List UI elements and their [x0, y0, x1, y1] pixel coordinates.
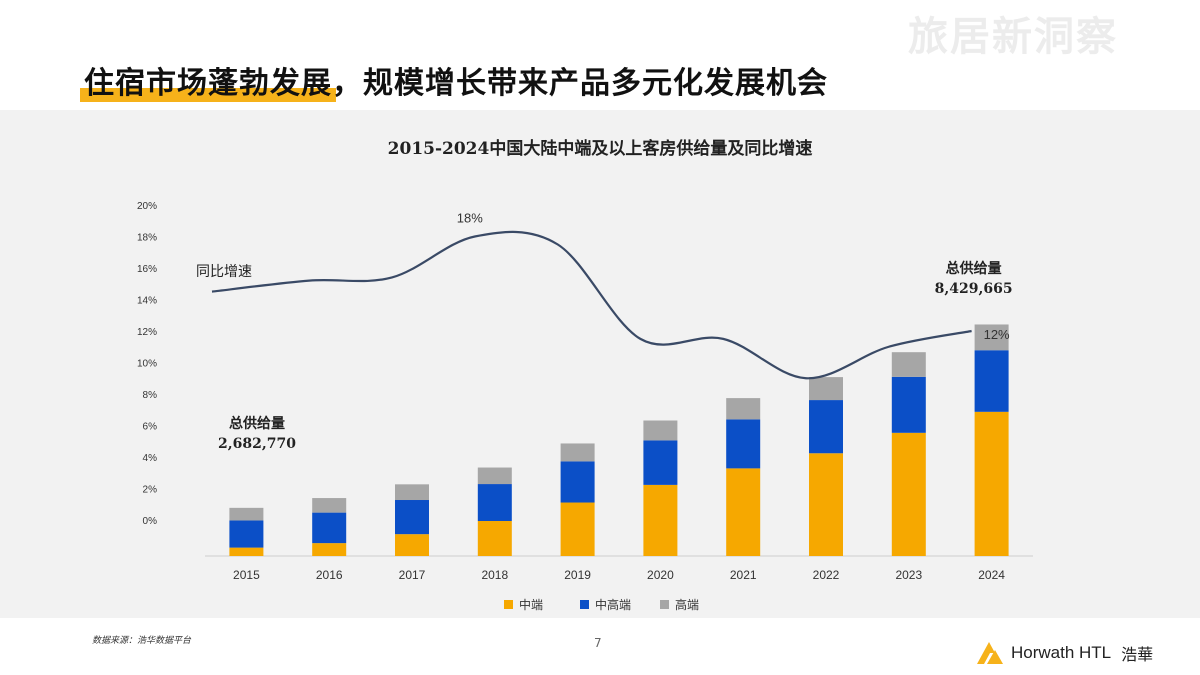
bar-高端-2016 [312, 498, 347, 513]
total-supply-value-2015: 2,682,770 [218, 436, 296, 452]
y-tick-label: 20% [137, 201, 157, 212]
x-tick-label-2021: 2021 [730, 568, 757, 582]
x-tick-label-2017: 2017 [399, 568, 426, 582]
legend-swatch-中端 [504, 600, 513, 609]
chart-title: 2015-2024中国大陆中端及以上客房供给量及同比增速 [387, 139, 813, 159]
bar-中端-2021 [726, 468, 761, 556]
y-tick-label: 6% [143, 422, 158, 433]
bar-高端-2017 [395, 484, 429, 501]
y-tick-label: 4% [143, 453, 158, 464]
bar-中高端-2022 [809, 400, 843, 454]
y-tick-label: 12% [137, 327, 157, 338]
bar-中高端-2015 [229, 520, 264, 548]
bar-中高端-2020 [643, 440, 678, 485]
bar-中高端-2019 [560, 461, 595, 503]
bar-高端-2019 [560, 443, 595, 462]
x-tick-label-2018: 2018 [481, 568, 508, 582]
bar-中端-2018 [477, 521, 512, 556]
page-number: 7 [594, 636, 602, 650]
legend-label-高端: 高端 [675, 597, 699, 612]
y-tick-label: 2% [143, 485, 158, 496]
y-tick-label: 14% [137, 296, 157, 307]
brand-name: Horwath HTL [1011, 643, 1112, 662]
bar-高端-2015 [229, 507, 264, 521]
bar-中高端-2024 [974, 350, 1009, 412]
brand-logo: Horwath HTL 浩華 [975, 640, 1153, 666]
y-tick-label: 16% [137, 264, 157, 275]
bar-中端-2016 [312, 543, 347, 556]
bar-中高端-2023 [891, 376, 926, 433]
horwath-logo-icon [977, 642, 1003, 664]
bar-中端-2017 [395, 534, 429, 556]
growth-line-label: 同比增速 [196, 264, 252, 280]
bar-中端-2015 [229, 547, 264, 556]
growth-rate-line [211, 230, 972, 380]
bar-高端-2023 [891, 352, 926, 377]
x-tick-label-2019: 2019 [564, 568, 591, 582]
x-tick-label-2023: 2023 [895, 568, 922, 582]
y-tick-label: 8% [143, 390, 158, 401]
x-tick-label-2016: 2016 [316, 568, 343, 582]
bar-中高端-2017 [395, 500, 429, 535]
bar-中端-2020 [643, 484, 678, 556]
bar-中高端-2018 [477, 484, 512, 522]
total-supply-label-2024: 总供给量 [946, 260, 1002, 277]
source-note: 数据来源：浩华数据平台 [92, 636, 192, 646]
bar-高端-2018 [477, 467, 512, 485]
y-tick-label: 18% [137, 233, 157, 244]
bar-中端-2019 [560, 502, 595, 556]
legend-label-中端: 中端 [519, 597, 543, 612]
x-tick-label-2020: 2020 [647, 568, 674, 582]
x-tick-label-2015: 2015 [233, 568, 260, 582]
slide-title: 住宿市场蓬勃发展，规模增长带来产品多元化发展机会 [84, 66, 828, 101]
y-tick-label: 0% [143, 516, 158, 527]
x-tick-label-2022: 2022 [813, 568, 840, 582]
bar-中端-2024 [974, 411, 1009, 556]
bar-高端-2024 [974, 324, 1009, 351]
legend-swatch-高端 [660, 600, 669, 609]
brand-name-cn: 浩華 [1121, 645, 1154, 664]
x-tick-label-2024: 2024 [978, 568, 1005, 582]
bar-中端-2023 [891, 432, 926, 556]
header-watermark: 旅居新洞察 [908, 13, 1118, 60]
bar-高端-2021 [726, 398, 761, 420]
growth-value-label-2018: 18% [457, 211, 483, 226]
bar-高端-2020 [643, 420, 678, 441]
total-supply-label-2015: 总供给量 [229, 415, 285, 432]
y-tick-label: 10% [137, 359, 157, 370]
legend-swatch-中高端 [580, 600, 589, 609]
growth-value-label-2024: 12% [984, 327, 1010, 342]
total-supply-value-2024: 8,429,665 [935, 281, 1013, 297]
title-accent-bar [80, 88, 336, 102]
bar-中高端-2021 [726, 419, 761, 469]
bar-中高端-2016 [312, 512, 347, 544]
bar-中端-2022 [809, 453, 843, 556]
legend-label-中高端: 中高端 [595, 597, 631, 612]
bar-高端-2022 [809, 377, 843, 401]
